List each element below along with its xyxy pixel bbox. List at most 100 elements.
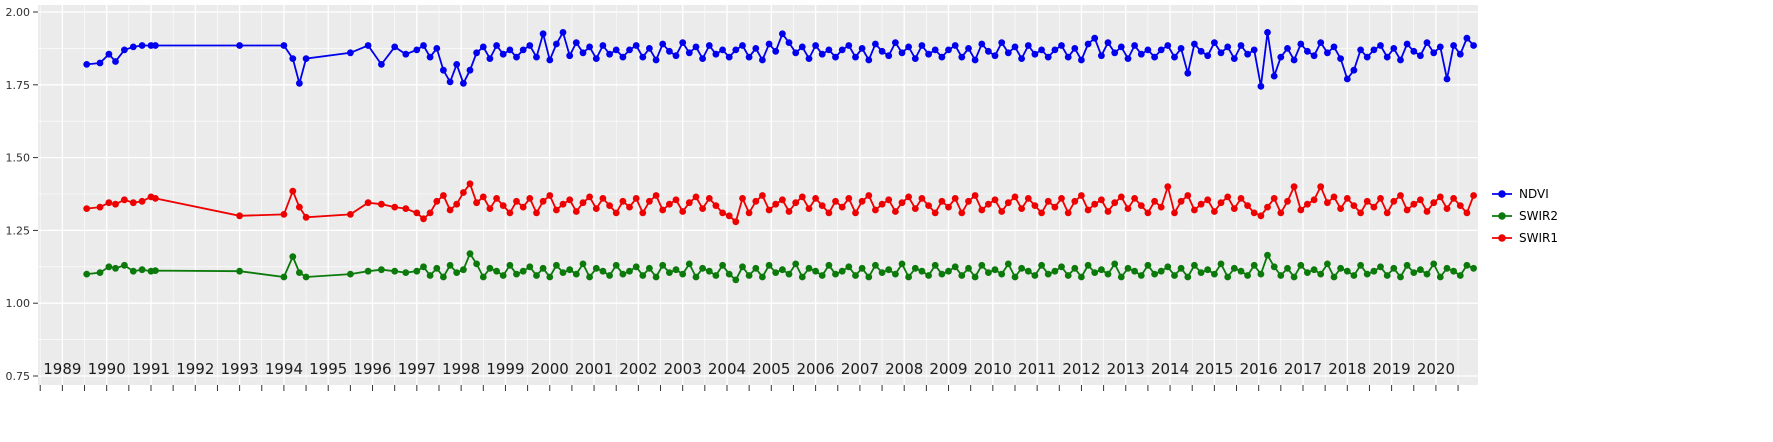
data-point-swir2 [1317, 270, 1325, 278]
data-point-ndvi [1397, 56, 1404, 64]
data-point-swir1 [420, 215, 427, 223]
data-point-ndvi [1038, 46, 1045, 54]
data-point-swir2 [378, 266, 385, 274]
data-point-swir2 [1417, 266, 1424, 274]
data-point-swir2 [129, 267, 137, 275]
data-point-swir1 [1051, 203, 1059, 211]
data-point-swir2 [1270, 263, 1278, 271]
data-point-ndvi [1430, 49, 1438, 57]
data-point-ndvi [872, 40, 879, 48]
data-point-swir2 [679, 270, 687, 278]
data-point-ndvi [506, 46, 514, 54]
data-point-swir1 [152, 195, 159, 202]
data-point-ndvi [1456, 50, 1464, 58]
data-point-swir1 [719, 209, 726, 217]
data-point-ndvi [745, 53, 753, 61]
data-point-swir1 [985, 200, 992, 208]
data-point-ndvi [679, 39, 687, 46]
data-point-swir1 [965, 197, 972, 205]
data-point-swir2 [1078, 273, 1085, 281]
data-point-swir2 [1204, 266, 1212, 274]
data-point-swir2 [805, 264, 813, 272]
data-point-ndvi [965, 45, 972, 52]
data-point-ndvi [1044, 53, 1052, 61]
data-point-swir1 [878, 200, 886, 208]
data-point-swir1 [1237, 195, 1245, 202]
data-point-swir1 [486, 205, 494, 213]
data-point-ndvi [652, 56, 660, 64]
data-point-ndvi [998, 39, 1006, 46]
data-point-swir2 [296, 269, 303, 276]
data-point-swir2 [592, 264, 600, 272]
x-tick-label: 2006 [797, 360, 835, 378]
data-point-swir2 [1456, 272, 1464, 279]
data-point-ndvi [1091, 34, 1099, 42]
data-point-swir2 [1038, 261, 1045, 269]
x-tick-label: 1992 [176, 360, 214, 378]
data-point-ndvi [838, 46, 846, 54]
data-point-ndvi [1403, 40, 1411, 48]
data-point-swir2 [872, 261, 879, 269]
data-point-ndvi [364, 42, 372, 49]
data-point-ndvi [905, 43, 912, 51]
x-tick-label: 1990 [88, 360, 126, 378]
data-point-swir1 [1171, 209, 1178, 217]
data-point-ndvi [1290, 56, 1298, 64]
data-point-ndvi [1184, 69, 1192, 77]
data-point-ndvi [572, 39, 580, 46]
data-point-ndvi [911, 55, 919, 62]
data-point-ndvi [1463, 34, 1471, 42]
data-point-swir2 [812, 267, 819, 275]
data-point-ndvi [918, 42, 926, 49]
data-point-swir2 [289, 253, 297, 260]
data-point-ndvi [1297, 40, 1305, 48]
data-point-ndvi [978, 40, 986, 48]
data-point-ndvi [931, 46, 939, 54]
data-point-swir2 [559, 269, 567, 276]
data-point-swir2 [138, 266, 146, 274]
data-point-ndvi [951, 42, 959, 49]
data-point-swir1 [639, 209, 647, 217]
data-point-swir2 [546, 273, 554, 281]
data-point-ndvi [659, 40, 667, 48]
x-tick-label: 1998 [442, 360, 480, 378]
data-point-swir1 [1470, 192, 1477, 199]
data-point-swir1 [440, 192, 447, 199]
data-point-swir2 [978, 261, 986, 269]
data-point-swir2 [905, 273, 912, 281]
x-tick-label: 2003 [664, 360, 702, 378]
data-point-swir1 [1191, 206, 1198, 214]
data-point-swir2 [83, 270, 91, 278]
data-point-swir2 [965, 264, 972, 272]
data-point-ndvi [533, 53, 540, 61]
data-point-swir1 [991, 196, 999, 204]
data-point-swir2 [1004, 260, 1012, 268]
data-point-ndvi [646, 45, 653, 52]
data-point-swir1 [759, 192, 766, 199]
data-point-swir2 [918, 267, 926, 275]
data-point-swir2 [1377, 263, 1384, 271]
legend-label-ndvi: NDVI [1519, 187, 1549, 201]
data-point-swir1 [945, 203, 952, 211]
data-point-ndvi [1304, 47, 1311, 55]
data-point-swir1 [812, 195, 819, 202]
plot-panel-background [38, 5, 1478, 385]
data-point-ndvi [112, 58, 119, 65]
data-point-ndvi [825, 46, 833, 54]
data-point-swir2 [1044, 270, 1052, 278]
data-point-swir1 [1098, 196, 1105, 204]
data-point-swir2 [553, 261, 560, 269]
data-point-swir2 [420, 263, 427, 271]
data-point-swir1 [1343, 195, 1351, 202]
data-point-swir1 [413, 209, 421, 217]
data-point-ndvi [129, 43, 137, 51]
data-point-ndvi [925, 50, 932, 58]
data-point-ndvi [772, 47, 780, 55]
data-point-swir2 [599, 267, 607, 275]
data-point-swir2 [426, 272, 434, 279]
data-point-ndvi [1410, 47, 1418, 55]
x-tick-label: 1997 [398, 360, 436, 378]
data-point-swir2 [1337, 264, 1344, 272]
data-point-swir2 [1410, 269, 1418, 276]
data-point-swir1 [579, 199, 587, 207]
